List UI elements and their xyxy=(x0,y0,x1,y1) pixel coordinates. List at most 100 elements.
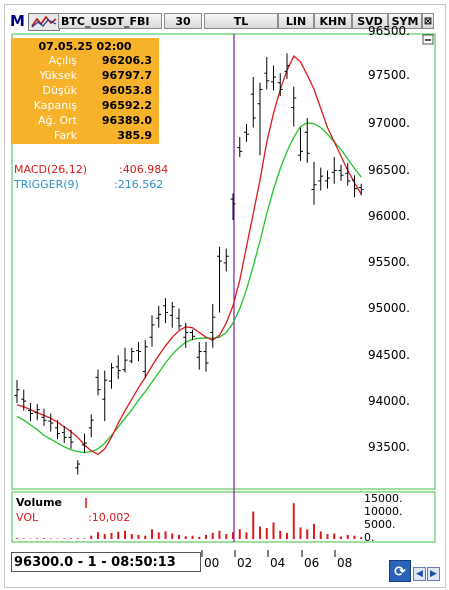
cursor-readout: 96300.0 - 1 - 08:50:13 xyxy=(11,552,201,572)
ohlc-bar xyxy=(352,175,357,198)
price-axis-label: 94000. xyxy=(368,394,410,408)
ohlc-bar xyxy=(136,342,141,362)
volume-axis-label: 15000. xyxy=(364,492,403,505)
ohlc-bar xyxy=(230,193,236,221)
ohlc-bar xyxy=(210,303,216,348)
price-axis-label: 94500. xyxy=(368,348,410,362)
info-row-difference: Fark 385.9 xyxy=(11,129,159,142)
symbol-selector[interactable]: BTC_USDT_FBI xyxy=(58,13,162,29)
info-row-weighted-avg: Ağ. Ort 96389.0 xyxy=(11,114,159,127)
macd-label: MACD(26,12) xyxy=(14,163,88,176)
ohlc-bar xyxy=(257,82,263,156)
ohlc-bar xyxy=(163,298,168,323)
ohlc-bar xyxy=(122,347,128,373)
ohlc-bar xyxy=(14,380,20,404)
ohlc-bar xyxy=(41,408,47,426)
ohlc-bar xyxy=(203,342,209,372)
volume-axis-label: 0. xyxy=(364,531,375,544)
price-axis-label: 95000. xyxy=(368,301,410,315)
ohlc-bar xyxy=(244,123,249,142)
info-label: Kapanış xyxy=(33,99,77,112)
pin-icon[interactable] xyxy=(422,34,434,45)
ohlc-bar xyxy=(250,77,256,128)
volume-label: VOL xyxy=(16,511,39,524)
app-logo: M xyxy=(10,12,25,30)
lin-button[interactable]: LIN xyxy=(278,13,314,29)
chart-type-glyph-icon xyxy=(30,15,58,29)
ohlc-bar xyxy=(345,162,351,186)
trigger-value: :216.562 xyxy=(114,178,164,191)
info-row-low: Düşük 96053.8 xyxy=(11,84,159,97)
ohlc-bar xyxy=(338,164,344,181)
info-datetime: 07.05.25 02:00 xyxy=(38,40,132,53)
ohlc-bar xyxy=(223,248,229,272)
info-value: 96797.7 xyxy=(101,69,152,82)
time-axis-label: 06 xyxy=(304,556,320,570)
ohlc-bar xyxy=(68,429,74,449)
scroll-left-button[interactable]: ◀ xyxy=(413,567,426,581)
trigger-label: TRIGGER(9) xyxy=(14,178,79,191)
ohlc-bar xyxy=(88,414,94,438)
info-label: Fark xyxy=(54,129,77,142)
ohlc-bar xyxy=(183,322,189,348)
ohlc-bar xyxy=(291,86,297,127)
time-axis-ticks xyxy=(201,550,336,557)
ohlc-bar xyxy=(237,137,243,158)
ohlc-bar xyxy=(75,460,81,475)
macd-line xyxy=(16,55,362,456)
ohlc-bar xyxy=(169,301,175,328)
info-value: 96592.2 xyxy=(101,99,152,112)
ohlc-bar xyxy=(109,362,114,389)
ohlc-bar xyxy=(149,315,155,347)
ohlc-bar xyxy=(331,157,337,184)
ohlc-bars xyxy=(14,53,364,475)
macd-value: :406.984 xyxy=(119,163,169,176)
scroll-right-button[interactable]: ▶ xyxy=(427,567,440,581)
info-row-close: Kapanış 96592.2 xyxy=(11,99,159,112)
ohlc-bar xyxy=(142,340,148,379)
time-axis-label: 00 xyxy=(204,556,220,570)
volume-panel xyxy=(11,491,436,543)
time-axis-label: 02 xyxy=(237,556,253,570)
ohlc-bar xyxy=(190,329,195,341)
ohlc-bar xyxy=(298,127,303,161)
price-chart[interactable] xyxy=(11,33,439,543)
chart-type-icon[interactable] xyxy=(28,13,60,31)
currency-selector[interactable]: TL xyxy=(204,13,278,29)
info-value: 96206.3 xyxy=(101,54,152,67)
info-value: 96053.8 xyxy=(101,84,152,97)
ohlc-bar xyxy=(196,342,202,370)
close-icon[interactable]: ⊠ xyxy=(422,13,434,29)
period-selector[interactable]: 30 xyxy=(164,13,202,29)
ohlc-bar xyxy=(48,413,54,432)
trigger-legend: TRIGGER(9) :216.562 xyxy=(14,178,163,191)
refresh-button[interactable]: ⟳ xyxy=(389,560,411,582)
price-axis-label: 95500. xyxy=(368,255,410,269)
ohlc-bar xyxy=(34,403,40,421)
ohlc-bar xyxy=(325,170,330,189)
info-label: Yüksek xyxy=(39,69,77,82)
ohlc-bar xyxy=(264,57,270,90)
svd-button[interactable]: SVD xyxy=(352,13,388,29)
price-axis-label-top: 96500. xyxy=(368,24,410,38)
ohlc-bar xyxy=(61,425,67,444)
ohlc-bar xyxy=(156,305,162,328)
ohlc-bar xyxy=(271,65,276,91)
volume-axis-label: 10000. xyxy=(364,505,403,518)
ohlc-bar xyxy=(95,369,101,396)
info-row-high: Yüksek 96797.7 xyxy=(11,69,159,82)
volume-value: :10,002 xyxy=(88,511,131,524)
khn-button[interactable]: KHN xyxy=(314,13,352,29)
ohlc-bar xyxy=(284,53,290,79)
ohlc-bar xyxy=(82,433,87,453)
trigger-line xyxy=(16,122,362,454)
ohlc-bar xyxy=(277,73,283,97)
sym-button[interactable]: SYM xyxy=(388,13,422,29)
volume-bars xyxy=(16,498,363,539)
ohlc-bar xyxy=(55,420,60,440)
macd-legend: MACD(26,12) :406.984 xyxy=(14,163,168,176)
indicator-lines xyxy=(16,55,362,456)
time-axis-label: 04 xyxy=(270,556,286,570)
toolbar: M BTC_USDT_FBI 30 TL LIN KHN SVD SYM ⊠ xyxy=(8,12,448,32)
price-axis-label: 93500. xyxy=(368,440,410,454)
